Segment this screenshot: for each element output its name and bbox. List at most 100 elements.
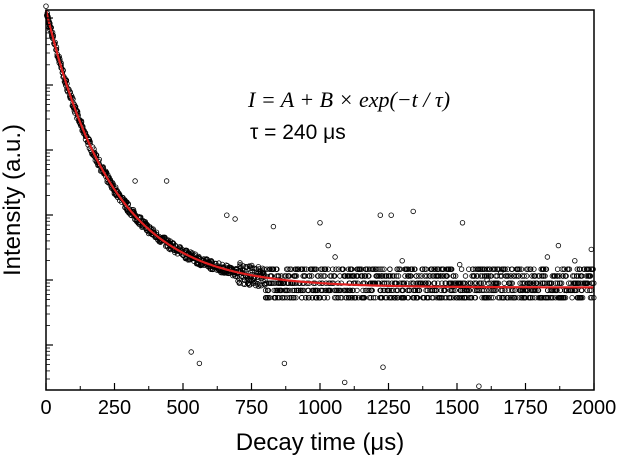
data-point [303, 295, 309, 301]
data-point [284, 287, 290, 294]
data-point [395, 273, 402, 279]
data-point [463, 295, 469, 301]
data-point [252, 280, 258, 286]
x-tick-label: 1250 [366, 397, 411, 419]
data-point [306, 295, 312, 301]
outlier-point [281, 360, 288, 367]
data-point [318, 273, 324, 279]
data-point [216, 260, 222, 266]
scatter-points [43, 3, 597, 389]
data-point [497, 295, 503, 301]
data-point [377, 266, 383, 272]
data-point [495, 280, 502, 286]
data-point [437, 273, 444, 279]
data-point [354, 287, 360, 294]
data-point [473, 280, 479, 286]
data-point [486, 295, 492, 301]
data-point [416, 287, 423, 294]
data-point [387, 266, 393, 272]
data-point [432, 266, 438, 272]
data-point [521, 273, 527, 279]
data-point [317, 295, 323, 301]
outlier-point [325, 242, 331, 249]
data-point [528, 266, 534, 272]
data-point [271, 287, 277, 294]
y-axis-title: Intensity (a.u.) [0, 124, 26, 276]
x-tick-label: 1750 [503, 397, 548, 419]
data-point [243, 264, 250, 270]
data-point [411, 295, 417, 301]
data-point [462, 280, 468, 286]
x-axis-ticks [45, 383, 595, 390]
data-point [554, 266, 561, 272]
data-point [414, 295, 421, 301]
data-point [534, 280, 540, 286]
data-point [295, 266, 302, 272]
data-point [130, 207, 137, 213]
data-point [282, 295, 288, 301]
data-point [531, 266, 537, 272]
data-point [309, 273, 315, 279]
data-point [361, 295, 367, 301]
data-point [430, 287, 436, 294]
data-point [560, 273, 566, 279]
data-point [412, 266, 418, 272]
tau-annotation: τ = 240 μs [250, 121, 346, 144]
x-tick-label: 250 [98, 397, 131, 419]
outlier-point [270, 223, 277, 230]
data-point [274, 266, 280, 272]
data-point [562, 295, 569, 301]
data-point [265, 287, 271, 294]
data-point [412, 287, 419, 294]
data-point [449, 280, 456, 286]
data-point [386, 287, 392, 294]
data-point [531, 280, 537, 286]
data-point [549, 280, 555, 286]
data-point [393, 273, 400, 279]
data-point [429, 266, 435, 272]
data-point [369, 287, 375, 294]
data-point [471, 280, 477, 286]
data-point [373, 266, 379, 272]
data-point [485, 280, 492, 286]
data-point [370, 295, 377, 301]
data-point [307, 273, 313, 279]
data-point [299, 266, 306, 272]
fit-line [44, 9, 594, 289]
data-point [442, 287, 448, 294]
x-axis-title: Decay time (μs) [236, 429, 405, 456]
data-point [409, 266, 415, 272]
data-point [501, 280, 507, 286]
data-point [291, 295, 297, 301]
x-tick-label: 1500 [435, 397, 480, 419]
data-point [314, 295, 320, 301]
data-point [516, 273, 522, 279]
data-point [283, 273, 289, 279]
data-point [451, 273, 457, 279]
x-tick-label: 0 [40, 397, 51, 419]
data-point [392, 295, 398, 301]
fit-curve [44, 9, 594, 289]
data-point [383, 295, 390, 301]
data-point [405, 266, 411, 272]
data-point [556, 273, 563, 279]
data-point [532, 273, 538, 279]
data-point [388, 287, 394, 294]
data-point [295, 287, 302, 294]
data-point [576, 273, 582, 279]
data-point [516, 295, 522, 301]
data-point [569, 295, 575, 301]
data-point [293, 273, 300, 279]
data-point [478, 280, 484, 286]
outlier-point [476, 383, 482, 389]
data-point [349, 295, 356, 301]
data-point [448, 295, 454, 301]
outlier-point [399, 258, 405, 264]
data-point [256, 266, 262, 272]
data-point [438, 287, 444, 294]
data-point [276, 295, 283, 301]
outlier-point [380, 364, 386, 370]
data-point [465, 280, 471, 286]
data-point [335, 295, 341, 301]
data-point [439, 280, 445, 286]
